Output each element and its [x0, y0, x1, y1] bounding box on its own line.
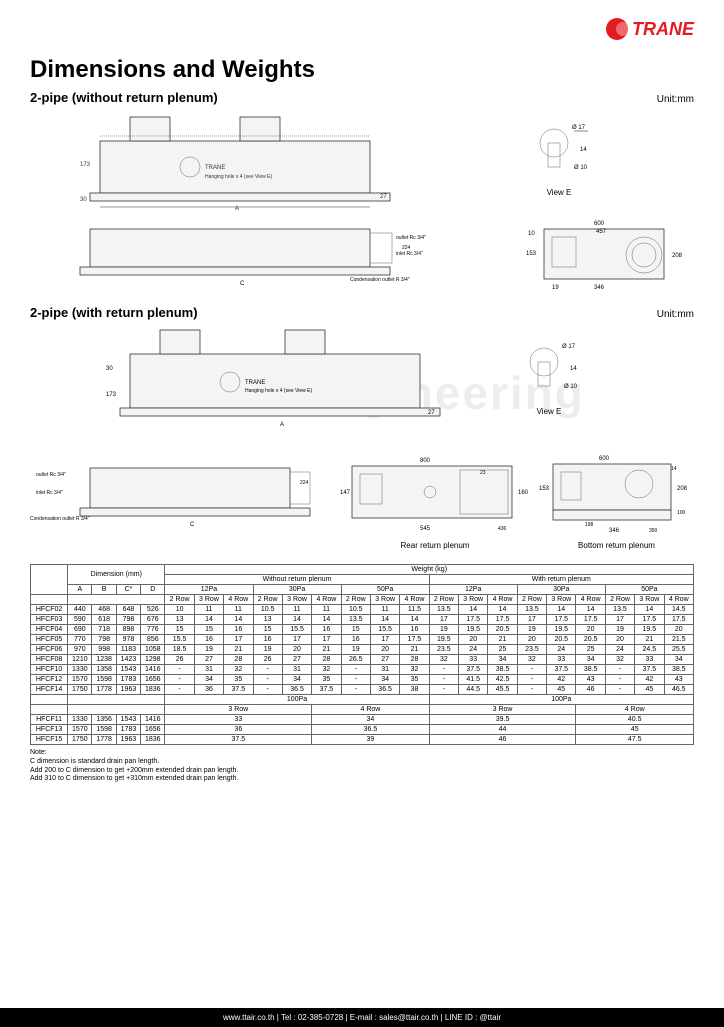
- data-table: Dimension (mm)Weight (kg)Without return …: [30, 564, 694, 745]
- bottom-label: Bottom return plenum: [539, 541, 694, 550]
- footer-text: www.ttair.co.th | Tel : 02-385-0728 | E-…: [223, 1013, 501, 1022]
- brand-logo-icon: [606, 18, 628, 40]
- svg-text:Ø 10: Ø 10: [574, 165, 588, 171]
- svg-text:30: 30: [106, 366, 113, 372]
- svg-text:346: 346: [609, 528, 620, 534]
- svg-text:173: 173: [106, 392, 117, 398]
- svg-text:14: 14: [570, 366, 577, 372]
- svg-text:inlet Rc 3/4": inlet Rc 3/4": [396, 251, 423, 257]
- view-e-label-2: View E: [514, 407, 584, 416]
- svg-text:800: 800: [420, 458, 431, 464]
- svg-text:14: 14: [671, 466, 677, 472]
- section2-title: 2-pipe (with return plenum): [30, 305, 198, 320]
- svg-text:208: 208: [672, 253, 683, 259]
- svg-text:153: 153: [539, 486, 550, 492]
- side-profile-2: outlet Rc 3/4" inlet Rc 3/4" Condensatio…: [30, 454, 320, 532]
- note-title: Note:: [30, 749, 694, 758]
- front-view-diagram-2: TRANE Hanging hole x 4 (see View E) A 30…: [100, 326, 480, 436]
- svg-text:Condensation outlet R 3/4": Condensation outlet R 3/4": [30, 516, 90, 522]
- svg-text:545: 545: [420, 526, 431, 532]
- end-view-1: 600 457 153 10 208 346 19: [524, 215, 694, 293]
- svg-text:224: 224: [300, 480, 309, 486]
- side-profile-1: C outlet Rc 3/4" inlet Rc 3/4" Condensat…: [70, 219, 430, 289]
- svg-text:Hanging hole x 4 (see View E): Hanging hole x 4 (see View E): [245, 388, 313, 394]
- section1-title: 2-pipe (without return plenum): [30, 90, 218, 105]
- page-title: Dimensions and Weights: [30, 56, 694, 84]
- svg-text:600: 600: [594, 221, 605, 227]
- svg-text:346: 346: [594, 285, 605, 291]
- brand-name: TRANE: [632, 19, 694, 40]
- note-line-3: Add 310 to C dimension to get +310mm ext…: [30, 775, 694, 784]
- svg-text:198: 198: [585, 522, 594, 528]
- svg-text:208: 208: [677, 486, 688, 492]
- rear-plenum-view: 800 147 160 545 23 436 Rear return plenu…: [340, 454, 530, 550]
- svg-text:436: 436: [498, 526, 507, 532]
- svg-text:600: 600: [599, 456, 610, 462]
- svg-text:outlet Rc 3/4": outlet Rc 3/4": [36, 472, 66, 478]
- diagram-block-2: TT Air Engineering TRANE Hanging hole x …: [30, 326, 694, 556]
- svg-text:14: 14: [580, 147, 587, 153]
- svg-text:TRANE: TRANE: [205, 165, 225, 171]
- notes: Note: C dimension is standard drain pan …: [30, 749, 694, 784]
- footer: www.ttair.co.th | Tel : 02-385-0728 | E-…: [0, 1008, 724, 1027]
- unit-label-2: Unit:mm: [657, 309, 694, 320]
- svg-text:23: 23: [480, 470, 486, 476]
- svg-text:C: C: [240, 281, 245, 287]
- svg-text:350: 350: [649, 528, 658, 534]
- svg-text:Ø 10: Ø 10: [564, 384, 578, 390]
- svg-text:100: 100: [677, 510, 686, 516]
- bottom-plenum-view: 600 153 208 100 346 198 350 14 Bottom re…: [539, 454, 694, 550]
- svg-text:224: 224: [402, 245, 411, 251]
- svg-text:153: 153: [526, 251, 537, 257]
- svg-text:C: C: [190, 522, 195, 528]
- front-view-diagram: TRANE Hanging hole x 4 (see View E) 173 …: [70, 111, 410, 211]
- rear-label: Rear return plenum: [340, 541, 530, 550]
- svg-text:A: A: [235, 206, 239, 211]
- svg-text:inlet Rc 3/4": inlet Rc 3/4": [36, 490, 63, 496]
- svg-text:Ø 17: Ø 17: [572, 125, 586, 131]
- svg-text:173: 173: [80, 162, 91, 168]
- svg-text:27: 27: [380, 194, 387, 200]
- view-e-2: Ø 17 14 Ø 10 View E: [514, 340, 584, 416]
- svg-text:30: 30: [80, 197, 87, 203]
- diagram-block-1: TRANE Hanging hole x 4 (see View E) 173 …: [30, 111, 694, 301]
- svg-text:Condensation outlet R 3/4": Condensation outlet R 3/4": [350, 277, 410, 283]
- note-line-2: Add 200 to C dimension to get +200mm ext…: [30, 767, 694, 776]
- svg-text:27: 27: [428, 410, 435, 416]
- section2-header: 2-pipe (with return plenum) Unit:mm: [30, 301, 694, 326]
- section1-header: 2-pipe (without return plenum) Unit:mm: [30, 86, 694, 111]
- svg-text:457: 457: [596, 229, 607, 235]
- view-e-1: Ø 17 14 Ø 10 View E: [524, 121, 594, 197]
- svg-text:10: 10: [528, 231, 535, 237]
- svg-text:160: 160: [518, 490, 529, 496]
- svg-text:19: 19: [552, 285, 559, 291]
- unit-label-1: Unit:mm: [657, 94, 694, 105]
- svg-text:Ø 17: Ø 17: [562, 344, 576, 350]
- svg-text:outlet Rc 3/4": outlet Rc 3/4": [396, 235, 426, 241]
- svg-text:A: A: [280, 422, 284, 428]
- svg-text:147: 147: [340, 490, 351, 496]
- view-e-label-1: View E: [524, 188, 594, 197]
- hanging-note: Hanging hole x 4 (see View E): [205, 174, 273, 180]
- brand-logo: TRANE: [606, 18, 694, 40]
- note-line-1: C dimension is standard drain pan length…: [30, 758, 694, 767]
- page: TRANE Dimensions and Weights 2-pipe (wit…: [0, 0, 724, 1000]
- svg-text:TRANE: TRANE: [245, 380, 265, 386]
